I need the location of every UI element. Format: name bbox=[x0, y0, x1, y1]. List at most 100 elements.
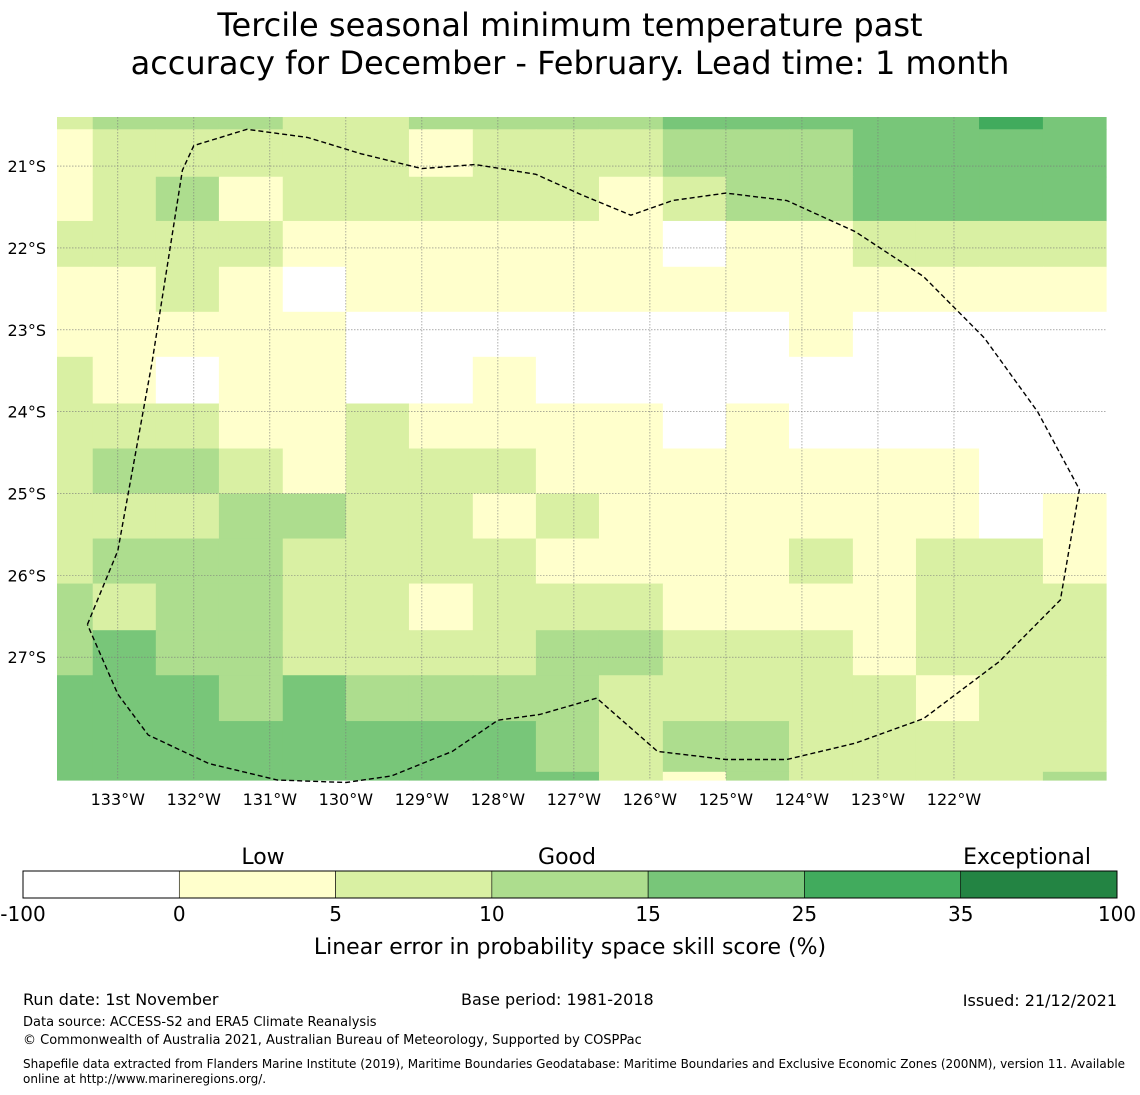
heatmap-cell bbox=[155, 630, 220, 676]
heatmap-cell bbox=[345, 356, 410, 405]
heatmap-cell bbox=[979, 583, 1044, 631]
heatmap-cell bbox=[345, 117, 410, 130]
x-tick-label: 127°W bbox=[547, 790, 602, 809]
heatmap-cell bbox=[345, 630, 410, 676]
heatmap-cell bbox=[789, 403, 854, 450]
heatmap-cell bbox=[535, 176, 600, 222]
heatmap-cell bbox=[789, 583, 854, 631]
heatmap-cell bbox=[915, 117, 980, 130]
heatmap-cell bbox=[535, 630, 600, 676]
heatmap-cell bbox=[852, 448, 917, 495]
heatmap-cell bbox=[535, 129, 600, 178]
colorbar-category-label: Good bbox=[538, 845, 596, 870]
heatmap-cell bbox=[598, 493, 664, 540]
heatmap-cell bbox=[57, 403, 94, 450]
colorbar-category-label: Exceptional bbox=[963, 845, 1091, 870]
heatmap-cell bbox=[725, 356, 790, 405]
heatmap-cell bbox=[57, 117, 94, 130]
heatmap-cell bbox=[408, 538, 474, 585]
heatmap-cell bbox=[282, 675, 347, 722]
heatmap-cell bbox=[979, 176, 1044, 222]
heatmap-cell bbox=[92, 311, 157, 358]
x-tick-label: 130°W bbox=[319, 790, 374, 809]
heatmap-cell bbox=[345, 771, 410, 781]
heatmap-cell bbox=[218, 771, 284, 781]
heatmap-cell bbox=[408, 630, 474, 676]
heatmap-cell bbox=[345, 176, 410, 222]
colorbar-tick-label: 25 bbox=[792, 902, 817, 926]
heatmap-cell bbox=[915, 771, 980, 781]
heatmap-cell bbox=[472, 311, 537, 358]
colorbar-tick-label: -100 bbox=[0, 902, 45, 926]
x-tick-label: 133°W bbox=[91, 790, 146, 809]
y-tick-label: 26°S bbox=[7, 566, 46, 585]
x-tick-label: 122°W bbox=[927, 790, 982, 809]
x-tick-label: 125°W bbox=[699, 790, 754, 809]
heatmap-cell bbox=[598, 311, 664, 358]
heatmap-cell bbox=[218, 448, 284, 495]
heatmap-cell bbox=[345, 493, 410, 540]
data-source: Data source: ACCESS-S2 and ERA5 Climate … bbox=[23, 1015, 377, 1030]
heatmap-cell bbox=[852, 117, 917, 130]
colorbar-tick-label: 5 bbox=[329, 902, 342, 926]
heatmap-cell bbox=[535, 493, 600, 540]
y-tick-label: 21°S bbox=[7, 157, 46, 176]
heatmap-cell bbox=[218, 311, 284, 358]
heatmap-cell bbox=[979, 266, 1044, 313]
heatmap-cell bbox=[662, 721, 727, 773]
heatmap-cell bbox=[852, 771, 917, 781]
heatmap-cell bbox=[57, 583, 94, 631]
heatmap-cell bbox=[979, 538, 1044, 585]
heatmap-cell bbox=[1042, 356, 1107, 405]
heatmap-cell bbox=[789, 220, 854, 268]
heatmap-cell bbox=[598, 583, 664, 631]
heatmap-cell bbox=[979, 129, 1044, 178]
heatmap-cell bbox=[852, 356, 917, 405]
heatmap-cell bbox=[282, 356, 347, 405]
heatmap-cell bbox=[535, 117, 600, 130]
heatmap-cell bbox=[408, 583, 474, 631]
y-tick-label: 27°S bbox=[7, 648, 46, 667]
issued-date: Issued: 21/12/2021 bbox=[962, 991, 1117, 1010]
heatmap-cell bbox=[662, 129, 727, 178]
heatmap-cell bbox=[852, 403, 917, 450]
colorbar: -100 0 5 10 15 25 35 100 Low Good Exceptional Linea… bbox=[0, 845, 1136, 960]
heatmap-cell bbox=[408, 403, 474, 450]
heatmap-cell bbox=[1042, 129, 1107, 178]
heatmap-cell bbox=[915, 176, 980, 222]
heatmap-cell bbox=[662, 583, 727, 631]
heatmap-cell bbox=[472, 721, 537, 773]
eez-boundary-line bbox=[86, 128, 1081, 784]
heatmap-cell bbox=[155, 538, 220, 585]
heatmap-cell bbox=[218, 675, 284, 722]
heatmap-cell bbox=[408, 493, 474, 540]
heatmap-cell bbox=[472, 220, 537, 268]
heatmap-cell bbox=[852, 176, 917, 222]
heatmap-cell bbox=[282, 129, 347, 178]
heatmap-cell bbox=[789, 356, 854, 405]
heatmap-cell bbox=[282, 311, 347, 358]
heatmap-cell bbox=[57, 448, 94, 495]
heatmap-cell bbox=[92, 403, 157, 450]
heatmap-cell bbox=[345, 538, 410, 585]
heatmap-cell bbox=[598, 117, 664, 130]
heatmap-cell bbox=[789, 721, 854, 773]
heatmap-cell bbox=[725, 538, 790, 585]
heatmap-cell bbox=[979, 675, 1044, 722]
heatmap-cell bbox=[535, 220, 600, 268]
heatmap-cell bbox=[155, 220, 220, 268]
heatmap-cell bbox=[92, 448, 157, 495]
y-axis-ticks: 21°S 22°S 23°S 24°S 25°S 26°S 27°S bbox=[7, 157, 46, 667]
heatmap-cell bbox=[1042, 721, 1107, 773]
heatmap-cell bbox=[598, 129, 664, 178]
heatmap-cell bbox=[345, 448, 410, 495]
heatmap-cell bbox=[1042, 266, 1107, 313]
heatmap-cell bbox=[852, 630, 917, 676]
heatmap-cell bbox=[282, 403, 347, 450]
chart-title-line-2: accuracy for December - February. Lead t… bbox=[130, 44, 1010, 82]
heatmap-cell bbox=[662, 117, 727, 130]
heatmap-cell bbox=[57, 176, 94, 222]
heatmap-cell bbox=[979, 493, 1044, 540]
heatmap-cell bbox=[725, 675, 790, 722]
